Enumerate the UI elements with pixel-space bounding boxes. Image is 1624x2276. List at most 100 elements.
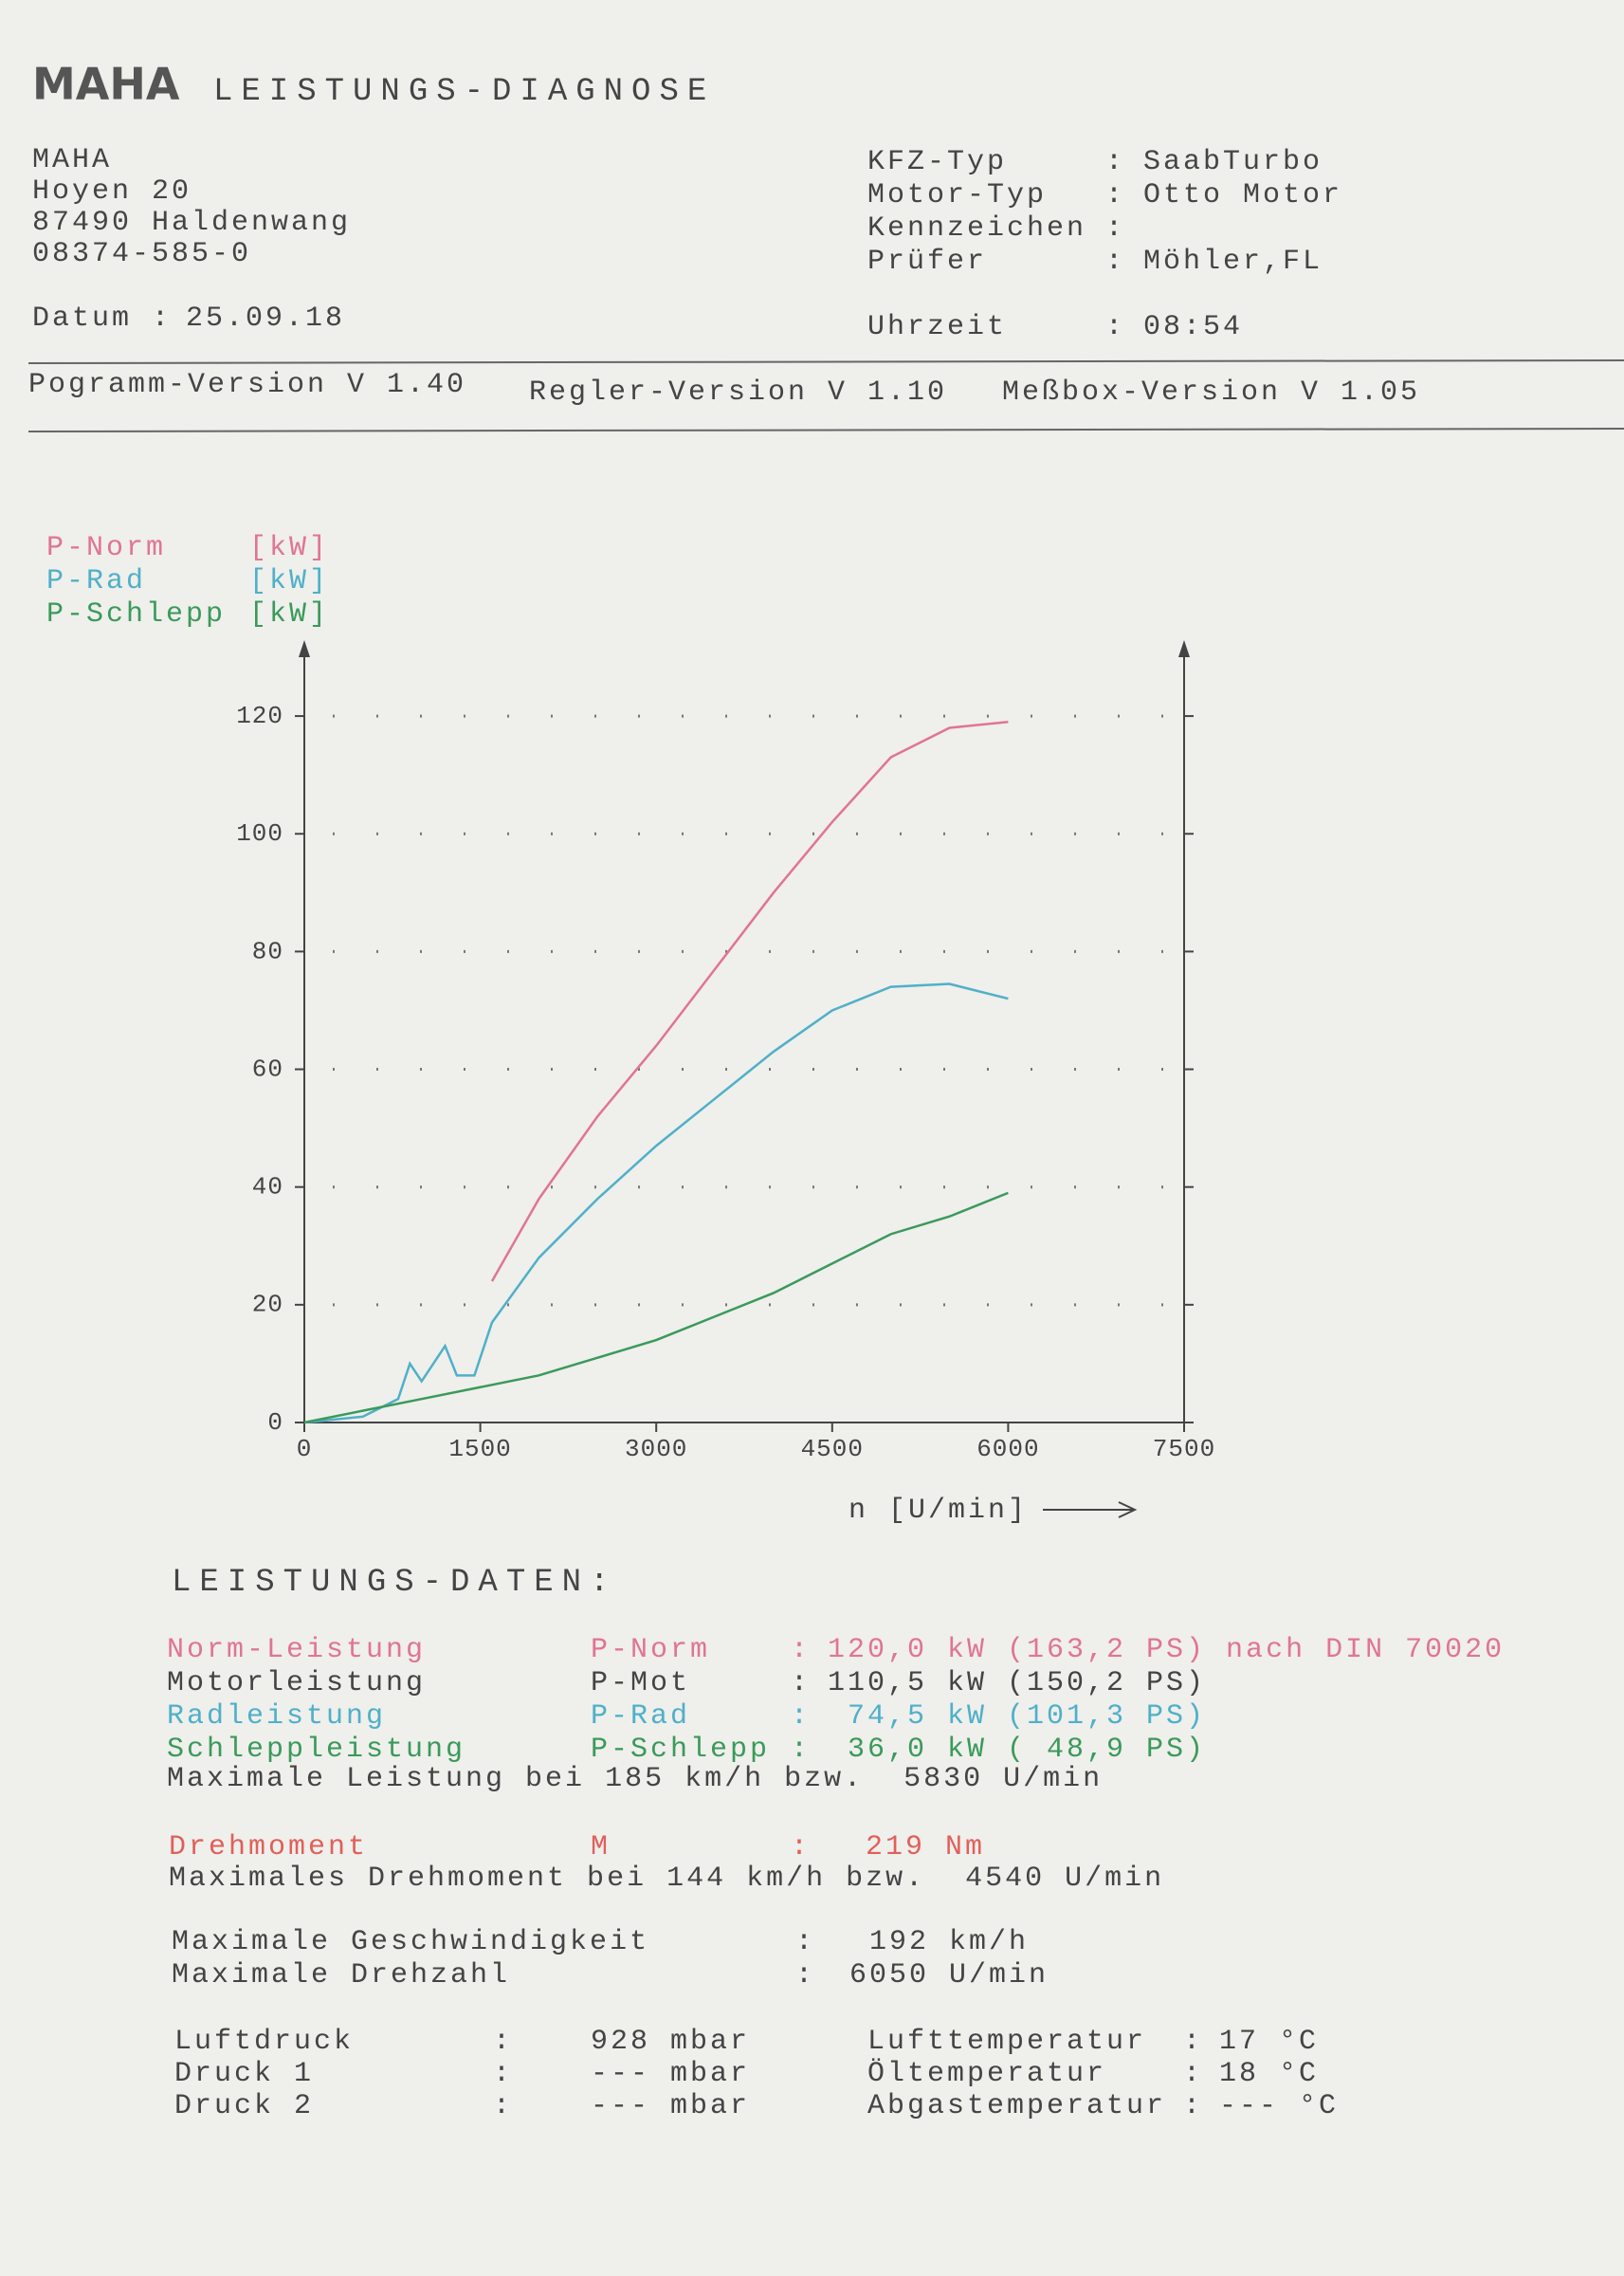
maxima-field: Maximale Geschwindigkeit <box>172 1926 649 1958</box>
label-arrow <box>1043 1501 1138 1518</box>
time-field: : <box>1105 311 1125 343</box>
address-line: 08374-585-0 <box>32 238 251 270</box>
rule <box>27 359 1624 364</box>
series-line <box>303 982 1009 1424</box>
series-line <box>303 1191 1009 1424</box>
ambient-field: Öltemperatur <box>867 2058 1106 2090</box>
ambient-field: : <box>1183 2090 1203 2122</box>
ambient-field: Druck 2 <box>174 2090 314 2122</box>
maxima-field: 6050 U/min <box>849 1959 1049 1992</box>
y-tick-label: 120 <box>236 702 283 730</box>
ambient-field: : <box>493 2090 513 2122</box>
ambient-field: Druck 1 <box>174 2058 314 2090</box>
maxima-field: Maximale Drehzahl <box>172 1959 510 1992</box>
version: Pogramm-Version V 1.40 <box>28 369 466 401</box>
vehicle-field: Kennzeichen <box>867 212 1086 245</box>
vehicle-field: Prüfer <box>867 246 987 278</box>
ambient-field: 17 °C <box>1219 2026 1319 2058</box>
x-axis-label: n [U/min] <box>848 1495 1028 1527</box>
maxima-field: 192 km/h <box>849 1926 1029 1958</box>
date-field: 25.09.18 <box>186 303 345 335</box>
y-tick-label: 80 <box>252 937 283 965</box>
legend-label: P-Norm <box>46 532 166 564</box>
power-field: Schleppleistung <box>167 1734 465 1766</box>
legend-unit: [kW] <box>249 598 329 631</box>
power-field: : <box>791 1667 811 1699</box>
power-field: Radleistung <box>167 1700 386 1733</box>
x-tick-label: 7500 <box>1153 1435 1215 1463</box>
vehicle-field: : <box>1105 246 1125 278</box>
max-torque: Maximales Drehmoment bei 144 km/h bzw. 4… <box>169 1863 1164 1895</box>
report-title: LEISTUNGS-DIAGNOSE <box>213 74 715 110</box>
torque-field: : <box>791 1831 811 1863</box>
rule <box>27 428 1624 432</box>
ambient-field: --- mbar <box>591 2090 750 2122</box>
legend-label: P-Rad <box>46 565 146 597</box>
axis-arrow <box>1178 640 1190 657</box>
power-field: P-Rad <box>591 1700 690 1733</box>
vehicle-field: SaabTurbo <box>1143 146 1323 178</box>
vehicle-field: : <box>1105 179 1125 211</box>
series-line <box>490 721 1009 1282</box>
vehicle-field: Möhler,FL <box>1143 246 1323 278</box>
legend-label: P-Schlepp <box>46 598 226 631</box>
ambient-field: Lufttemperatur <box>867 2026 1146 2058</box>
ambient-field: Abgastemperatur <box>867 2090 1166 2122</box>
ambient-field: 928 mbar <box>591 2026 750 2058</box>
ambient-field: 18 °C <box>1219 2058 1319 2090</box>
axis-arrow <box>299 640 310 657</box>
y-tick-label: 60 <box>252 1055 283 1083</box>
vehicle-field: : <box>1105 212 1125 245</box>
ambient-field: Luftdruck <box>174 2026 354 2058</box>
ambient-field: --- mbar <box>591 2058 750 2090</box>
power-field: 120,0 kW (163,2 PS) nach DIN 70020 <box>828 1634 1505 1666</box>
address-line: Hoyen 20 <box>32 175 192 208</box>
torque-field: 219 Nm <box>866 1831 985 1863</box>
x-tick-label: 1500 <box>448 1435 511 1463</box>
address-line: 87490 Haldenwang <box>32 207 351 239</box>
section-title: LEISTUNGS-DATEN: <box>172 1565 617 1601</box>
legend-unit: [kW] <box>249 532 329 564</box>
torque-field: M <box>591 1831 611 1863</box>
version: Regler-Version V 1.10 <box>529 376 947 409</box>
ambient-field: : <box>493 2058 513 2090</box>
maxima-field: : <box>795 1926 815 1958</box>
date-field: Datum <box>32 303 132 335</box>
power-field: 74,5 kW (101,3 PS) <box>828 1700 1206 1733</box>
torque-field: Drehmoment <box>169 1831 368 1863</box>
vehicle-field: : <box>1105 146 1125 178</box>
time-field: 08:54 <box>1143 311 1243 343</box>
x-tick-label: 4500 <box>801 1435 864 1463</box>
ambient-field: --- °C <box>1219 2090 1339 2122</box>
address-line: MAHA <box>32 144 112 176</box>
version: Meßbox-Version V 1.05 <box>1002 376 1420 409</box>
y-tick-label: 0 <box>267 1408 283 1437</box>
power-field: P-Schlepp <box>591 1734 770 1766</box>
vehicle-field: Otto Motor <box>1143 179 1342 211</box>
power-field: P-Norm <box>591 1634 710 1666</box>
power-field: : <box>791 1700 811 1733</box>
vehicle-field: KFZ-Typ <box>867 146 1007 178</box>
x-tick-label: 3000 <box>625 1435 687 1463</box>
logo: MAHA <box>32 59 180 110</box>
date-field: : <box>152 303 172 335</box>
power-field: 110,5 kW (150,2 PS) <box>828 1667 1206 1699</box>
power-field: Motorleistung <box>167 1667 426 1699</box>
max-power: Maximale Leistung bei 185 km/h bzw. 5830… <box>167 1763 1103 1795</box>
maxima-field: : <box>795 1959 815 1992</box>
x-tick-label: 0 <box>297 1435 313 1463</box>
y-tick-label: 20 <box>252 1291 283 1319</box>
legend-unit: [kW] <box>249 565 329 597</box>
time-field: Uhrzeit <box>867 311 1007 343</box>
ambient-field: : <box>1183 2026 1203 2058</box>
ambient-field: : <box>493 2026 513 2058</box>
y-tick-label: 100 <box>236 819 283 848</box>
power-field: : <box>791 1734 811 1766</box>
power-field: : <box>791 1634 811 1666</box>
power-field: 36,0 kW ( 48,9 PS) <box>828 1734 1206 1766</box>
x-tick-label: 6000 <box>976 1435 1039 1463</box>
power-field: P-Mot <box>591 1667 690 1699</box>
power-field: Norm-Leistung <box>167 1634 426 1666</box>
